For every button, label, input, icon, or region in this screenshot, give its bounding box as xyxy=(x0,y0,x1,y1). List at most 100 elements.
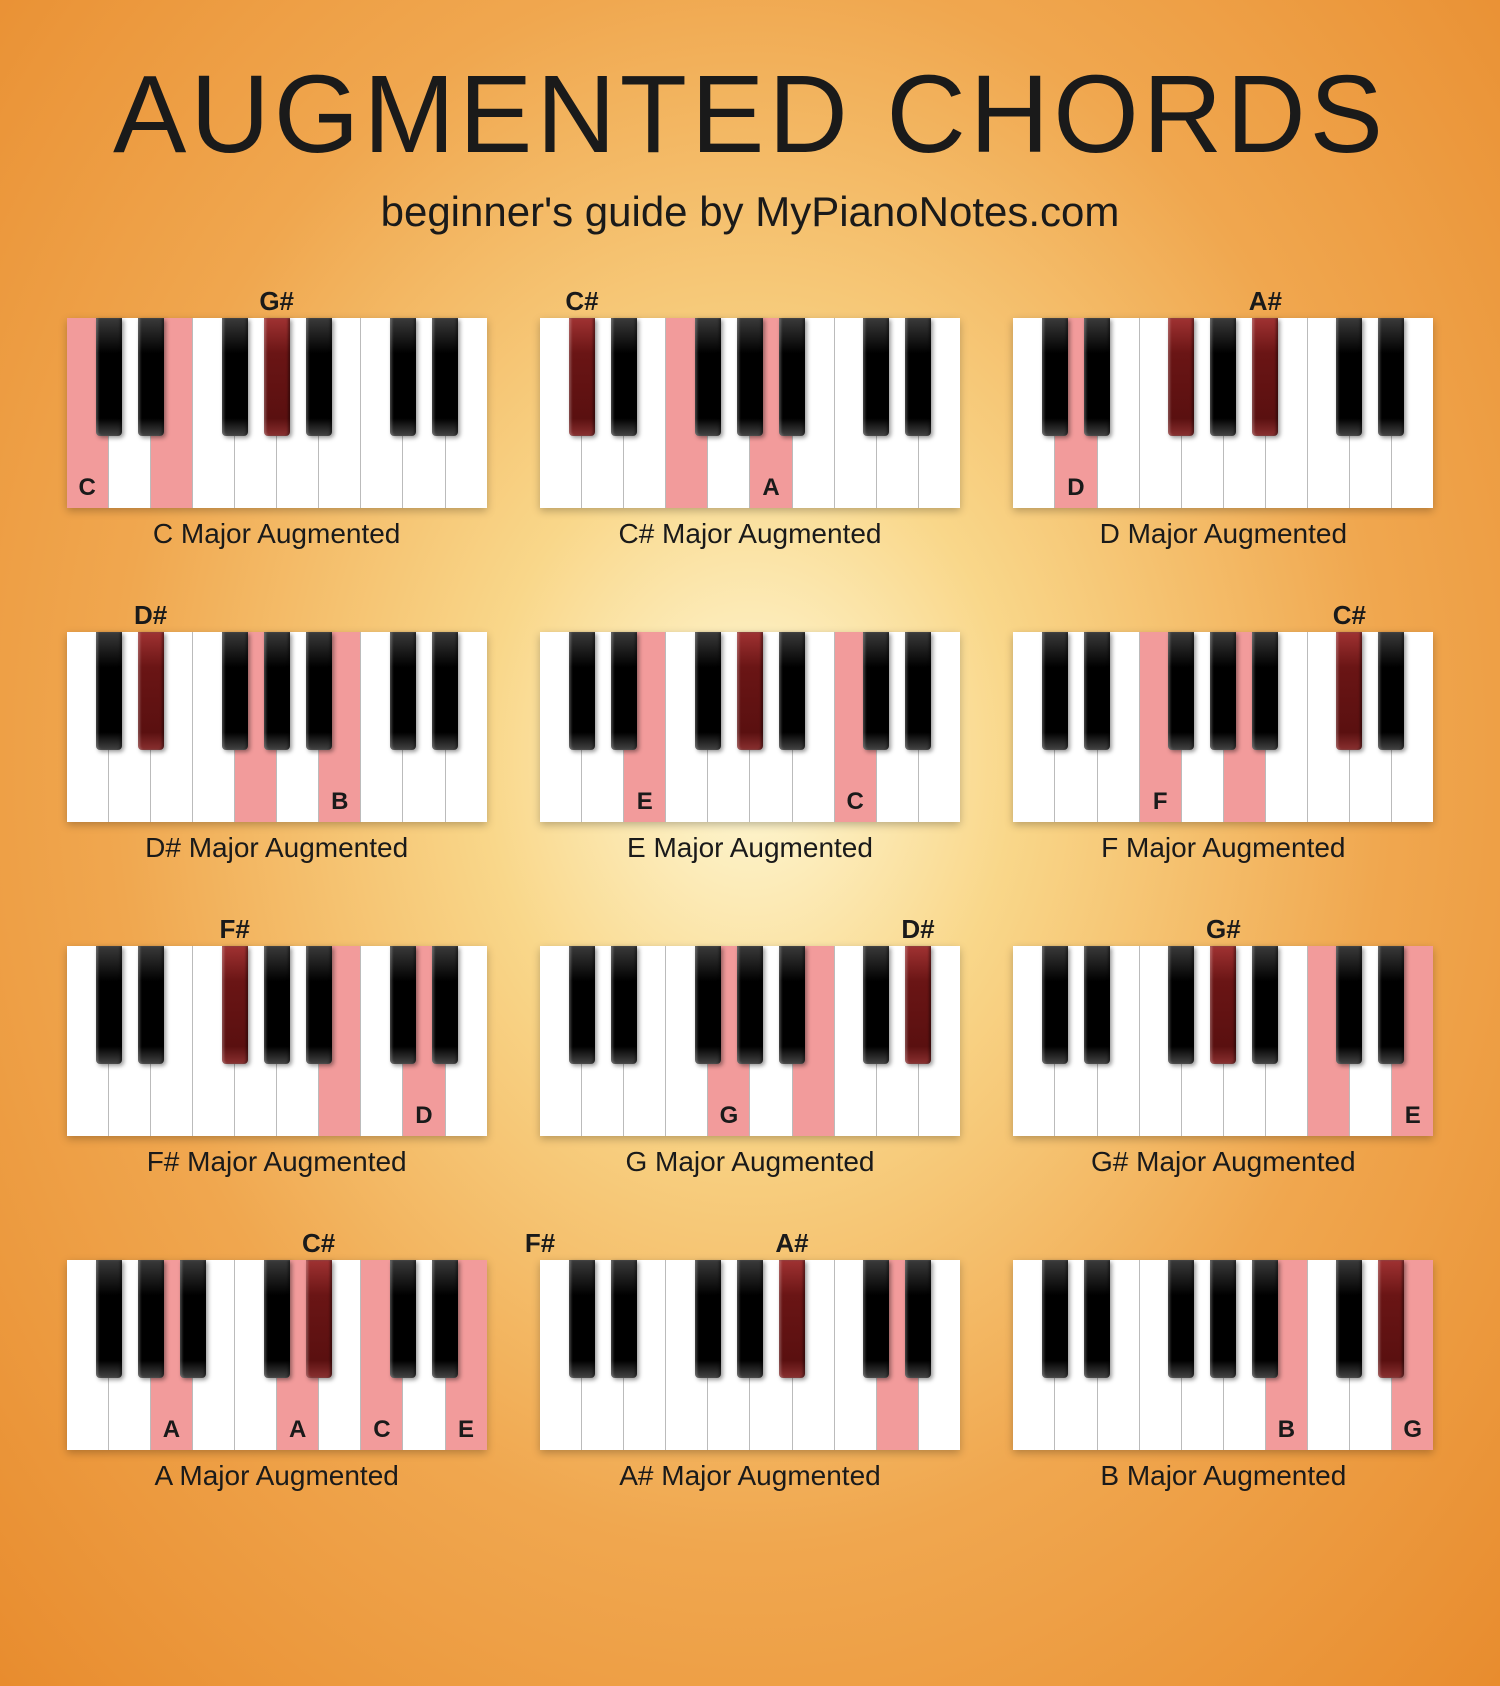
keyboard: D xyxy=(1013,318,1433,508)
black-key xyxy=(1210,318,1236,436)
top-label-row: D# xyxy=(540,914,960,946)
black-key xyxy=(390,946,416,1064)
top-label-row: C# xyxy=(1013,600,1433,632)
black-key xyxy=(432,318,458,436)
white-key-label: A xyxy=(762,474,779,502)
chord-cell: G#CC Major Augmented xyxy=(60,286,493,550)
black-key xyxy=(1168,632,1194,750)
black-key xyxy=(264,632,290,750)
black-key xyxy=(306,632,332,750)
black-key xyxy=(695,946,721,1064)
white-key-label: D xyxy=(1067,474,1084,502)
chord-cell: F#DF# Major Augmented xyxy=(60,914,493,1178)
black-key-label: G# xyxy=(1206,914,1241,945)
black-key xyxy=(138,318,164,436)
top-label-row: G# xyxy=(1013,914,1433,946)
black-key xyxy=(695,1260,721,1378)
black-key xyxy=(611,318,637,436)
white-key-label: A xyxy=(163,1416,180,1444)
white-key-label: C xyxy=(373,1416,390,1444)
black-key xyxy=(1042,632,1068,750)
keyboard xyxy=(540,1260,960,1450)
black-key-label: C# xyxy=(565,286,598,317)
black-key xyxy=(432,946,458,1064)
white-key-label: C xyxy=(79,474,96,502)
chord-cell: D#GG Major Augmented xyxy=(533,914,966,1178)
black-key xyxy=(1210,632,1236,750)
white-key-label: B xyxy=(1278,1416,1295,1444)
black-key-label: F# xyxy=(525,1228,555,1259)
black-key xyxy=(1084,946,1110,1064)
black-key xyxy=(222,632,248,750)
black-key xyxy=(737,318,763,436)
keyboard: E xyxy=(1013,946,1433,1136)
black-key xyxy=(1378,318,1404,436)
black-key xyxy=(1210,1260,1236,1378)
black-key xyxy=(306,946,332,1064)
keyboard: A xyxy=(540,318,960,508)
black-key xyxy=(695,318,721,436)
black-key xyxy=(390,632,416,750)
white-key-label: D xyxy=(415,1102,432,1130)
white-key-label: B xyxy=(331,788,348,816)
black-key xyxy=(1252,632,1278,750)
black-key xyxy=(1252,1260,1278,1378)
black-key xyxy=(569,1260,595,1378)
chord-cell: B G B Major Augmented xyxy=(1007,1228,1440,1492)
black-key xyxy=(264,1260,290,1378)
black-key xyxy=(1042,1260,1068,1378)
top-label-row: A# xyxy=(1013,286,1433,318)
white-key-label: C xyxy=(847,788,864,816)
black-key xyxy=(863,318,889,436)
black-key xyxy=(1252,946,1278,1064)
black-key-label: C# xyxy=(302,1228,335,1259)
black-key xyxy=(905,1260,931,1378)
black-key xyxy=(390,1260,416,1378)
black-key xyxy=(1252,318,1278,436)
black-key xyxy=(1084,632,1110,750)
black-key xyxy=(611,632,637,750)
chord-name: D# Major Augmented xyxy=(145,832,408,864)
black-key xyxy=(306,1260,332,1378)
top-label-row: G# xyxy=(67,286,487,318)
black-key xyxy=(905,946,931,1064)
black-key xyxy=(432,632,458,750)
black-key xyxy=(1336,318,1362,436)
white-key-label: G xyxy=(1403,1416,1422,1444)
keyboard: C xyxy=(67,318,487,508)
chord-grid: G#CC Major AugmentedC#AC# Major Augmente… xyxy=(60,286,1440,1492)
chord-cell: G#EG# Major Augmented xyxy=(1007,914,1440,1178)
page-subtitle: beginner's guide by MyPianoNotes.com xyxy=(381,188,1120,236)
black-key-label: G# xyxy=(259,286,294,317)
black-key xyxy=(905,632,931,750)
black-key-label: A# xyxy=(775,1228,808,1259)
black-key xyxy=(1084,318,1110,436)
black-key-label: A# xyxy=(1249,286,1282,317)
black-key xyxy=(1378,1260,1404,1378)
chord-cell: C#AC# Major Augmented xyxy=(533,286,966,550)
top-label-row xyxy=(540,600,960,632)
black-key xyxy=(1168,946,1194,1064)
black-key xyxy=(96,1260,122,1378)
black-key xyxy=(695,632,721,750)
black-key xyxy=(1084,1260,1110,1378)
white-key-label: E xyxy=(1405,1102,1421,1130)
black-key xyxy=(390,318,416,436)
black-key xyxy=(96,318,122,436)
keyboard: D xyxy=(67,946,487,1136)
white-key-label: A xyxy=(289,1416,306,1444)
chord-name: F Major Augmented xyxy=(1101,832,1345,864)
black-key xyxy=(611,946,637,1064)
black-key xyxy=(611,1260,637,1378)
top-label-row: A#F# xyxy=(540,1228,960,1260)
keyboard: AACE xyxy=(67,1260,487,1450)
black-key xyxy=(737,632,763,750)
black-key xyxy=(737,946,763,1064)
black-key xyxy=(863,946,889,1064)
chord-name: B Major Augmented xyxy=(1100,1460,1346,1492)
chord-name: F# Major Augmented xyxy=(147,1146,407,1178)
chord-cell: C#FF Major Augmented xyxy=(1007,600,1440,864)
black-key xyxy=(1168,1260,1194,1378)
black-key xyxy=(222,946,248,1064)
chord-cell: C#AACEA Major Augmented xyxy=(60,1228,493,1492)
